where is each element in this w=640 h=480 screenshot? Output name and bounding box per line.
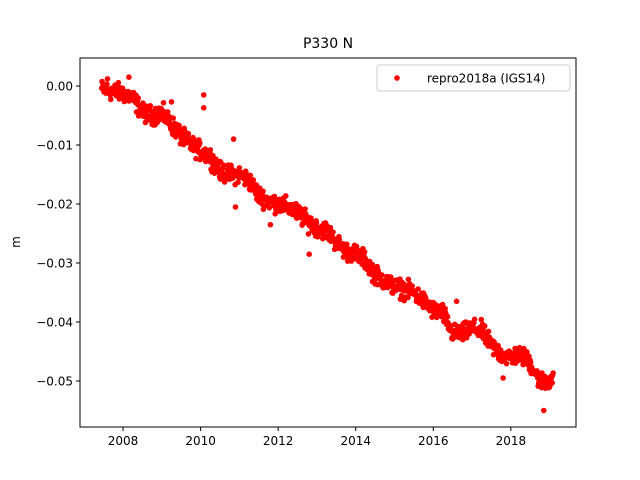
data-point (207, 147, 214, 153)
data-point (185, 130, 192, 137)
data-point (336, 237, 343, 243)
data-point-outlier (230, 136, 237, 142)
data-point (330, 229, 336, 235)
chart-title: P330 N (303, 36, 353, 52)
data-point-outlier (232, 204, 239, 210)
data-point-outlier (126, 74, 132, 80)
data-point (142, 119, 149, 126)
data-point (115, 79, 122, 86)
data-point (481, 323, 488, 329)
data-point (266, 205, 273, 211)
y-tick-label: −0.04 (36, 315, 73, 329)
data-point (135, 95, 141, 101)
data-point-outlier (168, 99, 175, 105)
data-point (283, 193, 289, 199)
data-point (140, 100, 146, 106)
y-tick-label: −0.02 (36, 198, 73, 212)
data-point (503, 360, 510, 367)
legend-box (376, 64, 571, 92)
data-point (236, 165, 243, 171)
data-point (549, 380, 555, 386)
data-point (104, 81, 110, 87)
y-tick-label: −0.03 (36, 257, 73, 271)
x-tick-label: 2018 (496, 434, 527, 448)
legend-label: repro2018a (IGS14) (427, 72, 545, 86)
data-point-outlier (267, 221, 274, 228)
x-tick-label: 2010 (185, 434, 216, 448)
data-points (98, 74, 556, 414)
data-point (405, 276, 412, 283)
data-point (485, 328, 492, 335)
data-point (361, 249, 368, 255)
data-point (260, 188, 266, 194)
x-tick-label: 2014 (340, 434, 371, 448)
data-point (164, 109, 171, 115)
data-point (176, 122, 182, 129)
data-point (527, 359, 534, 366)
data-point (327, 224, 334, 231)
data-point (193, 155, 199, 162)
data-point (221, 162, 227, 169)
data-point (147, 103, 154, 109)
x-tick-label: 2016 (418, 434, 449, 448)
data-point (550, 370, 556, 376)
data-point-outlier (104, 76, 111, 82)
data-point (415, 286, 421, 292)
legend: repro2018a (IGS14) (376, 64, 571, 92)
data-point-outlier (541, 407, 547, 414)
data-point-outlier (200, 105, 207, 111)
data-point-outlier (453, 298, 460, 305)
y-axis-label: m (9, 236, 23, 248)
data-point (495, 342, 502, 349)
data-point (247, 172, 254, 179)
y-tick-label: 0.00 (46, 80, 73, 94)
data-point (213, 156, 219, 162)
data-point (313, 220, 320, 226)
x-axis: 2008 2010 2012 2014 2016 2018 (108, 427, 526, 448)
data-point-outlier (200, 92, 207, 98)
data-point (409, 283, 416, 289)
data-point (471, 316, 478, 323)
y-axis: 0.00 −0.01 −0.02 −0.03 −0.04 −0.05 (36, 80, 80, 388)
legend-marker (394, 75, 400, 81)
data-point (422, 295, 429, 301)
data-point (235, 179, 241, 185)
data-point (444, 313, 451, 320)
y-tick-label: −0.05 (36, 374, 73, 388)
data-point (379, 272, 385, 278)
y-tick-label: −0.01 (36, 139, 73, 153)
data-point (156, 117, 163, 123)
data-point (524, 349, 530, 355)
data-point (160, 100, 167, 106)
plot-frame (79, 57, 577, 428)
data-point (305, 231, 312, 237)
data-point (250, 177, 257, 183)
data-point (197, 140, 203, 146)
data-point (108, 96, 114, 103)
data-point-outlier (306, 251, 313, 257)
data-point (302, 206, 308, 212)
x-tick-label: 2008 (108, 434, 139, 448)
data-point-outlier (500, 375, 506, 381)
data-point (478, 316, 485, 323)
data-point (170, 115, 176, 121)
data-point (405, 294, 411, 301)
x-tick-label: 2012 (263, 434, 294, 448)
data-point (439, 301, 446, 308)
data-point (344, 241, 350, 248)
